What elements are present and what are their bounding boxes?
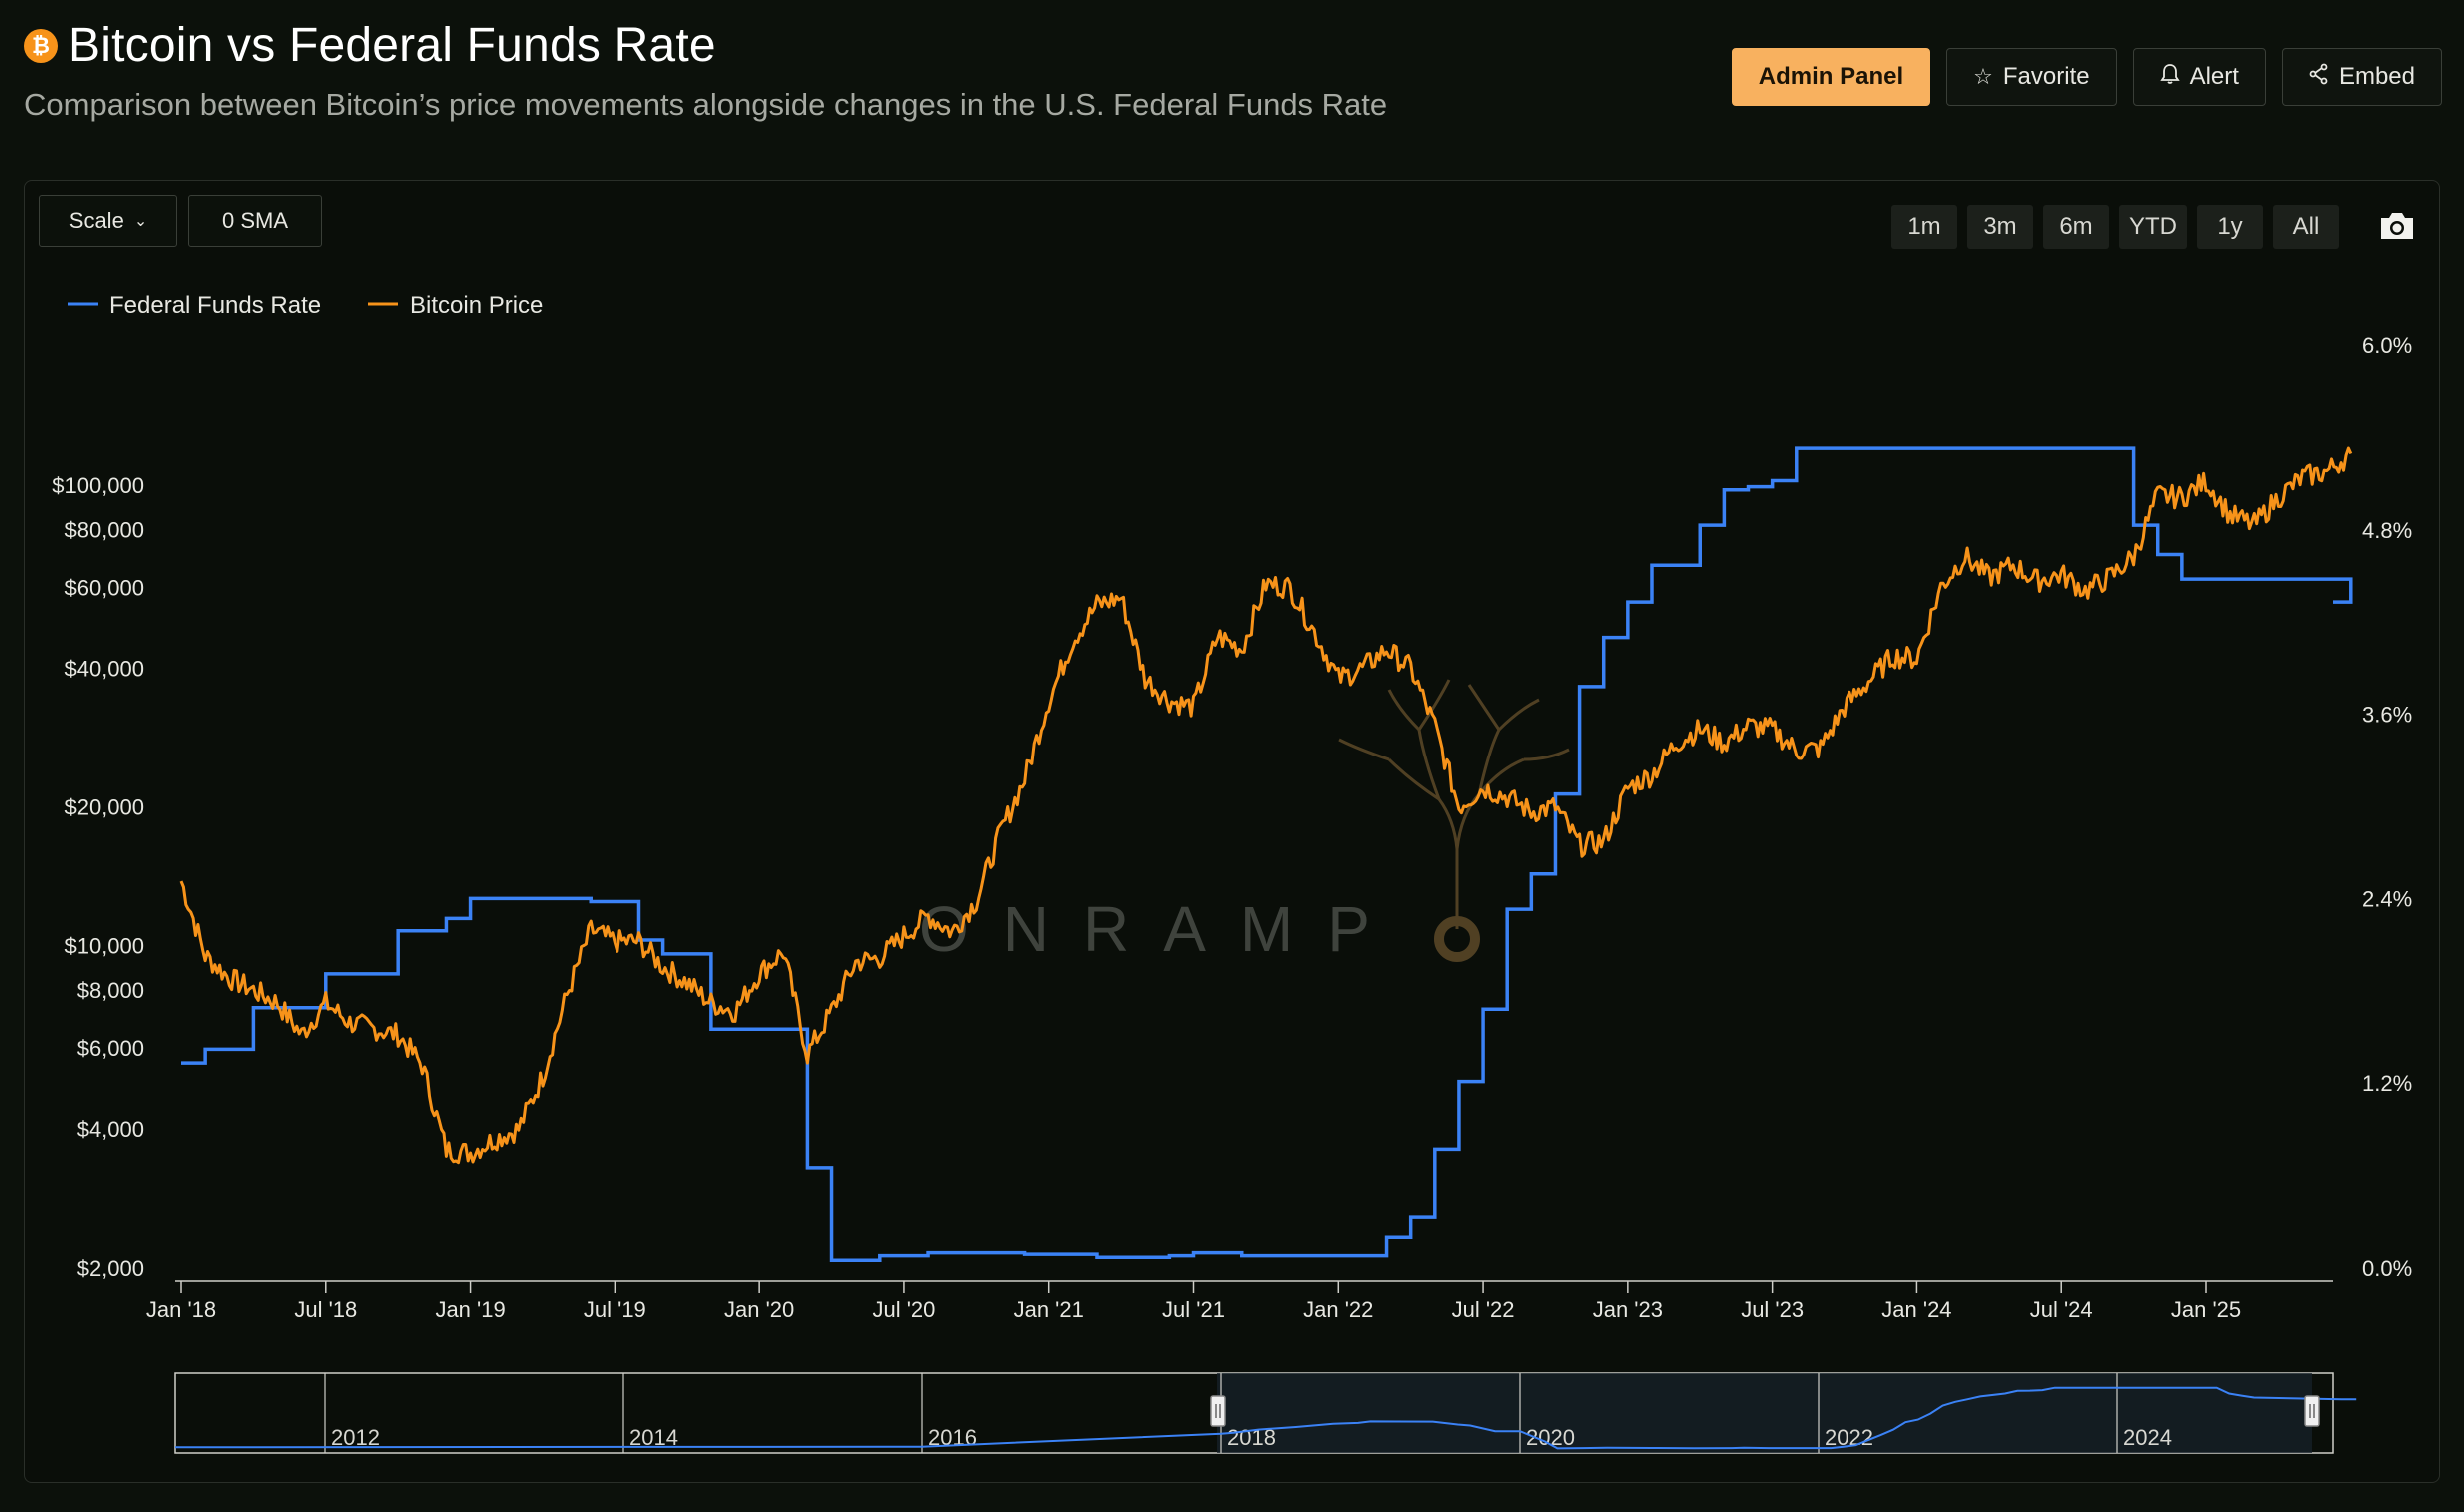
- page-subtitle: Comparison between Bitcoin’s price movem…: [24, 87, 1388, 122]
- range-3m-button[interactable]: 3m: [1967, 205, 2033, 249]
- admin-panel-label: Admin Panel: [1758, 63, 1904, 90]
- x-tick-label: Jul '24: [2030, 1297, 2093, 1322]
- star-icon: ☆: [1973, 64, 1993, 89]
- left-axis-tick-label: $8,000: [77, 978, 144, 1003]
- range-6m-button[interactable]: 6m: [2043, 205, 2109, 249]
- x-tick-label: Jan '20: [724, 1297, 794, 1322]
- onramp-watermark: ONRAMP: [919, 679, 1570, 965]
- x-tick-label: Jul '19: [584, 1297, 646, 1322]
- range-1m-button[interactable]: 1m: [1891, 205, 1957, 249]
- range-selector: 1m 3m 6m YTD 1y All: [1891, 205, 2339, 249]
- x-tick-label: Jan '18: [146, 1297, 216, 1322]
- page-title: Bitcoin vs Federal Funds Rate: [68, 19, 716, 72]
- left-axis-tick-label: $2,000: [77, 1256, 144, 1281]
- x-tick-label: Jul '18: [294, 1297, 357, 1322]
- navigator-left-handle[interactable]: [1210, 1395, 1226, 1427]
- watermark-text: ONRAMP: [919, 893, 1404, 965]
- scale-label: Scale: [68, 208, 124, 233]
- axes-group: Jan '18 Jul '18 Jan '19 Jul '19 Jan '20 Jul '…: [52, 333, 2412, 1322]
- left-axis-tick-label: $80,000: [64, 518, 144, 543]
- camera-icon[interactable]: [2377, 209, 2417, 243]
- right-axis-tick-label: 6.0%: [2362, 333, 2412, 358]
- left-axis-tick-label: $60,000: [64, 575, 144, 600]
- legend: Federal Funds Rate Bitcoin Price: [68, 292, 543, 319]
- right-axis-tick-label: 0.0%: [2362, 1256, 2412, 1281]
- left-axis-tick-label: $4,000: [77, 1117, 144, 1142]
- favorite-label: Favorite: [2002, 63, 2090, 90]
- fed-rate-line[interactable]: [181, 446, 2353, 1263]
- x-tick-label: Jan '19: [435, 1297, 505, 1322]
- bell-icon: [2159, 63, 2180, 91]
- fed-rate-series: [181, 446, 2353, 1263]
- alert-label: Alert: [2189, 63, 2239, 90]
- bitcoin-series: [179, 446, 2353, 1165]
- navigator-year-label: 2014: [629, 1425, 678, 1450]
- range-ytd-button[interactable]: YTD: [2119, 205, 2187, 249]
- x-tick-label: Jan '24: [1881, 1297, 1951, 1322]
- range-navigator[interactable]: 2012 2014 2016 2018 2020 2022 2024: [174, 1372, 2357, 1454]
- x-tick-label: Jan '25: [2171, 1297, 2241, 1322]
- x-tick-label: Jul '20: [872, 1297, 935, 1322]
- left-axis-tick-label: $20,000: [64, 795, 144, 820]
- embed-button[interactable]: Embed: [2281, 48, 2442, 106]
- right-axis-tick-label: 1.2%: [2362, 1071, 2412, 1096]
- right-axis-tick-label: 3.6%: [2362, 703, 2412, 728]
- range-1y-button[interactable]: 1y: [2197, 205, 2263, 249]
- x-tick-label: Jul '22: [1452, 1297, 1515, 1322]
- right-axis-tick-label: 4.8%: [2362, 518, 2412, 543]
- left-axis-tick-label: $6,000: [77, 1036, 144, 1061]
- header-actions: Admin Panel ☆ Favorite Alert: [1731, 48, 2442, 106]
- embed-label: Embed: [2338, 63, 2415, 90]
- title-row: ₿ Bitcoin vs Federal Funds Rate: [24, 18, 2442, 73]
- x-tick-label: Jan '23: [1593, 1297, 1663, 1322]
- left-axis-tick-label: $10,000: [64, 933, 144, 958]
- x-tick-label: Jul '23: [1741, 1297, 1804, 1322]
- favorite-button[interactable]: ☆ Favorite: [1946, 48, 2117, 106]
- chevron-down-icon: ⌄: [133, 213, 148, 230]
- page-header: ₿ Bitcoin vs Federal Funds Rate Comparis…: [24, 18, 2442, 138]
- x-tick-label: Jan '22: [1303, 1297, 1373, 1322]
- navigator-year-label: 2024: [2123, 1425, 2172, 1450]
- left-axis-tick-label: $40,000: [64, 657, 144, 682]
- alert-button[interactable]: Alert: [2132, 48, 2266, 106]
- right-axis-tick-label: 2.4%: [2362, 886, 2412, 911]
- x-tick-label: Jul '21: [1162, 1297, 1225, 1322]
- legend-label-bitcoin[interactable]: Bitcoin Price: [410, 292, 543, 319]
- bitcoin-price-line[interactable]: [179, 446, 2353, 1165]
- x-tick-label: Jan '21: [1014, 1297, 1084, 1322]
- share-icon: [2309, 63, 2329, 91]
- scale-dropdown[interactable]: Scale ⌄: [39, 195, 177, 247]
- navigator-right-handle[interactable]: [2304, 1395, 2320, 1427]
- navigator-selection[interactable]: [1217, 1373, 2312, 1453]
- chart-panel: Scale ⌄ 0 SMA 1m 3m 6m YTD 1y All: [24, 180, 2440, 1483]
- admin-panel-button[interactable]: Admin Panel: [1731, 48, 1931, 106]
- range-all-button[interactable]: All: [2273, 205, 2339, 249]
- navigator-series-line: [174, 1386, 2357, 1450]
- sma-button[interactable]: 0 SMA: [188, 195, 322, 247]
- legend-label-fed-rate[interactable]: Federal Funds Rate: [109, 292, 321, 319]
- bitcoin-logo-icon: ₿: [24, 28, 58, 63]
- navigator-year-label: 2012: [331, 1425, 380, 1450]
- sma-label: 0 SMA: [221, 208, 289, 233]
- left-axis-tick-label: $100,000: [52, 473, 144, 498]
